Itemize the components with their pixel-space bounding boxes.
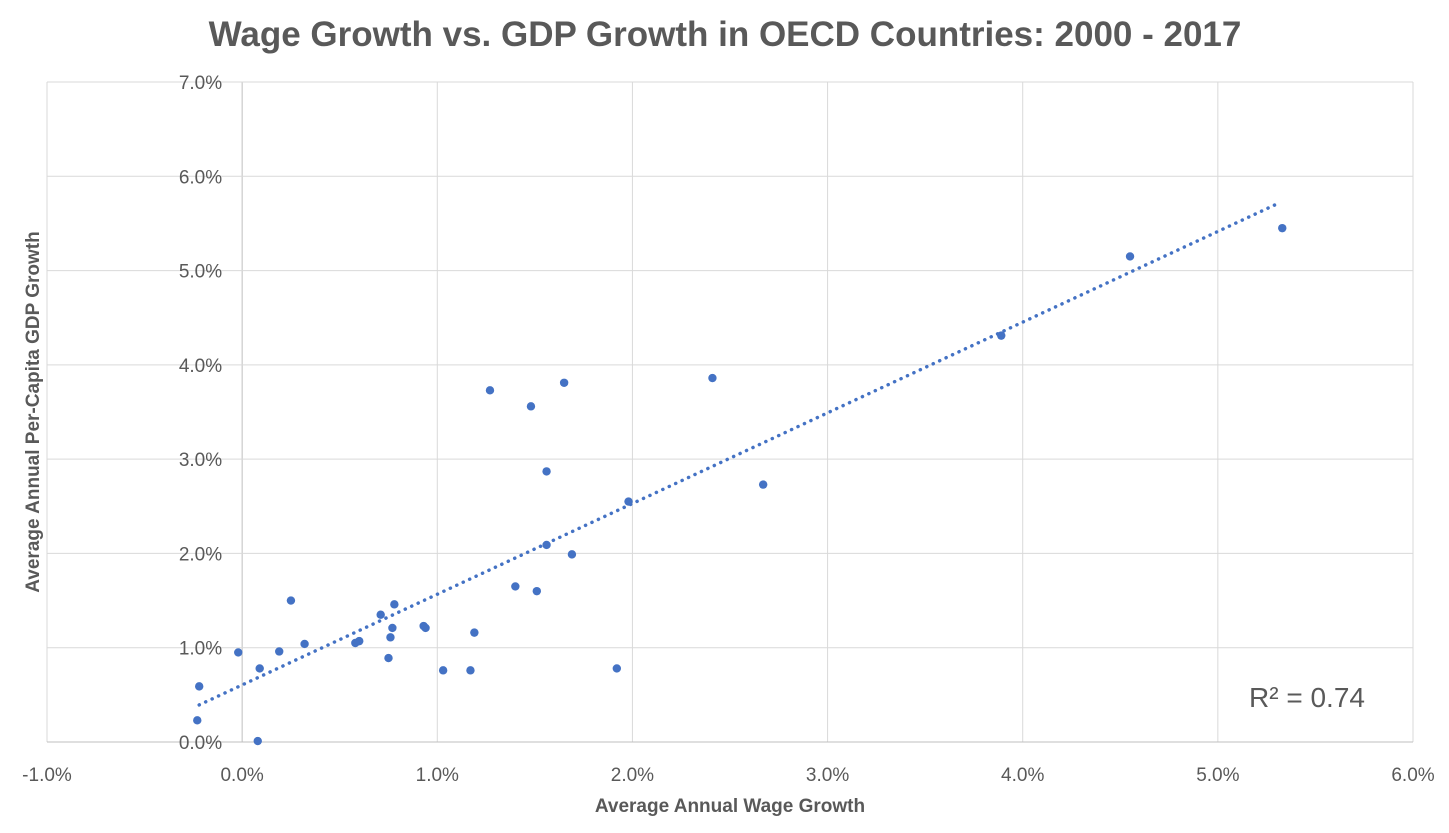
data-point [485, 386, 495, 395]
r-squared-annotation: R² = 0.74 [1249, 682, 1365, 713]
data-point [758, 480, 768, 489]
data-point [708, 373, 717, 383]
data-point [612, 664, 622, 673]
data-points [193, 223, 1287, 746]
data-point [567, 550, 577, 559]
trendline [197, 200, 1283, 707]
y-tick-label: 3.0% [179, 450, 222, 471]
data-point [470, 628, 479, 637]
gridlines [46, 81, 1414, 743]
data-point [386, 633, 395, 642]
data-point [532, 586, 542, 596]
data-point [255, 664, 264, 673]
data-point [542, 467, 551, 476]
data-point [419, 621, 428, 631]
data-point [193, 716, 202, 725]
data-point [195, 682, 204, 691]
data-point [376, 610, 385, 619]
tick-labels: -1.0% 0.0% 1.0% 2.0% 3.0% 4.0% 5.0% 6.0% 0.0% 1.0… [22, 73, 1435, 786]
x-tick-label: 1.0% [416, 765, 459, 786]
y-tick-label: 6.0% [179, 167, 222, 188]
x-tick-label: 3.0% [806, 765, 849, 786]
x-tick-label: 6.0% [1391, 765, 1434, 786]
x-tick-label: 5.0% [1196, 765, 1239, 786]
data-point [542, 540, 551, 550]
data-point [559, 378, 569, 387]
data-point [388, 623, 397, 633]
data-point [1125, 252, 1135, 261]
y-tick-label: 5.0% [179, 262, 222, 283]
data-point [234, 648, 243, 657]
y-tick-label: 7.0% [179, 73, 222, 94]
data-point [300, 639, 309, 649]
y-tick-label: 0.0% [179, 733, 222, 754]
x-tick-label: -1.0% [22, 765, 72, 786]
data-point [275, 647, 284, 656]
data-point [997, 331, 1006, 340]
y-tick-label: 4.0% [179, 356, 222, 377]
x-axis-title: Average Annual Wage Growth [595, 796, 865, 817]
data-point [466, 666, 475, 675]
data-point [624, 497, 633, 506]
data-point [390, 600, 399, 609]
data-point [1278, 223, 1287, 233]
data-point [253, 736, 262, 746]
data-point [286, 596, 296, 605]
data-point [384, 653, 393, 663]
y-tick-label: 2.0% [179, 544, 222, 565]
y-tick-label: 1.0% [179, 639, 222, 660]
data-point [526, 402, 536, 411]
chart-title: Wage Growth vs. GDP Growth in OECD Count… [209, 15, 1242, 54]
x-tick-label: 0.0% [220, 765, 263, 786]
y-axis-title: Average Annual Per-Capita GDP Growth [23, 231, 44, 592]
trendline-group [197, 200, 1283, 707]
data-point [438, 666, 448, 675]
data-point [511, 582, 520, 591]
x-tick-label: 4.0% [1001, 765, 1044, 786]
data-point [351, 638, 360, 648]
x-tick-label: 2.0% [611, 765, 654, 786]
